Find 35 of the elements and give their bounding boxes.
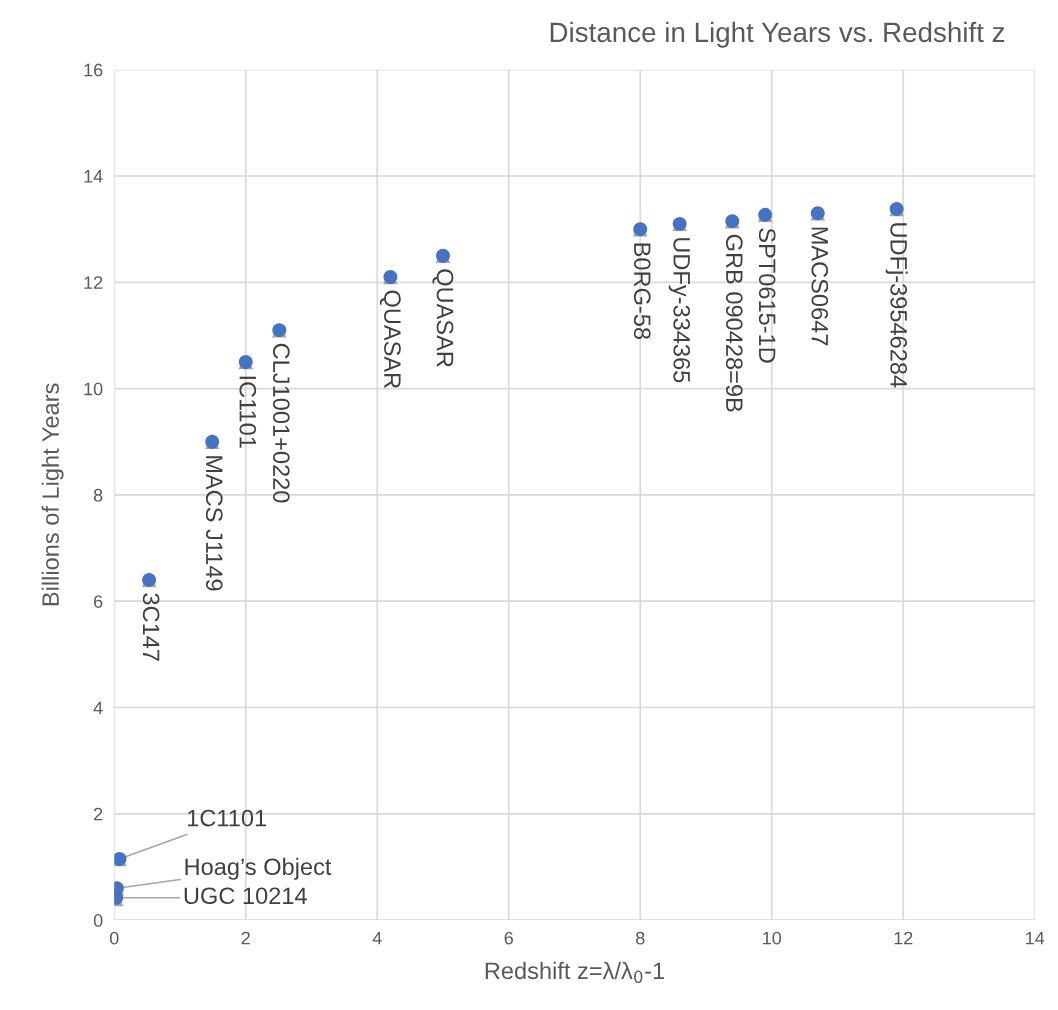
y-tick-label: 8 [93, 488, 103, 502]
data-label: UGC 10214 [184, 887, 307, 905]
x-tick-label: 12 [894, 931, 913, 945]
data-label: IC1101 [239, 376, 257, 448]
x-tick-label: 4 [372, 931, 382, 945]
data-label: Hoag’s Object [185, 857, 332, 880]
y-tick-label: 14 [84, 170, 103, 183]
y-tick-label: 4 [93, 701, 103, 715]
data-label: 3C147 [142, 593, 160, 661]
y-tick-label: 16 [84, 63, 103, 77]
x-tick-label: 8 [636, 931, 645, 945]
data-label: QUASAR [379, 290, 401, 389]
data-label: QUASAR [432, 269, 454, 367]
data-label: B0RG-58 [633, 243, 651, 340]
x-axis-title: Redshift z=λ/λ$_{0}$-1 [485, 961, 664, 984]
x-tick-label: 14 [1026, 931, 1045, 945]
y-tick-label: 12 [84, 276, 103, 289]
data-label: CLJ1001+0220 [272, 343, 290, 503]
data-label: MACS0647 [811, 227, 829, 346]
data-label: MACS J1149 [205, 456, 223, 591]
data-label: UDFj-39546284 [885, 223, 908, 388]
data-label: UDFy-334365 [668, 238, 691, 383]
data-label: 1C1101 [187, 809, 266, 827]
y-axis-title: Billions of Light Years [41, 383, 64, 606]
x-tick-label: 2 [241, 931, 250, 945]
x-tick-label: 6 [504, 931, 513, 945]
data-label: GRB 090428=9B [725, 234, 743, 412]
y-tick-label: 0 [93, 914, 103, 927]
x-tick-label: 10 [763, 931, 782, 945]
x-tick-label: 0 [109, 931, 119, 945]
y-tick-label: 6 [94, 595, 103, 608]
chart-title: Distance in Light Years vs. Redshift z [550, 21, 1005, 48]
y-tick-label: 10 [84, 382, 103, 396]
y-tick-label: 2 [94, 807, 103, 821]
data-label: SPT0615-1D [758, 228, 776, 363]
